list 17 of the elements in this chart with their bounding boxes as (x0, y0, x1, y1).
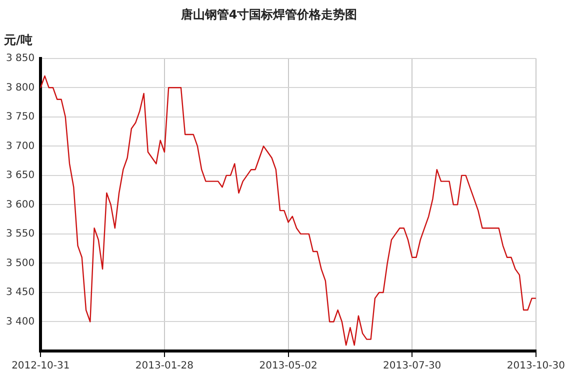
y-tick-label: 3 400 (6, 316, 35, 328)
x-tick-label: 2013-01-28 (135, 360, 194, 372)
y-axis-title: 元/吨 (4, 32, 32, 49)
y-tick-label: 3 850 (6, 52, 35, 64)
chart-title: 唐山钢管4寸国标焊管价格走势图 (180, 7, 358, 22)
x-tick-label: 2013-05-02 (259, 360, 318, 372)
x-tick-label: 2013-10-30 (506, 360, 566, 372)
x-tick-label: 2012-10-31 (12, 360, 70, 372)
x-tick-label: 2013-07-30 (383, 360, 442, 372)
y-tick-label: 3 550 (6, 228, 35, 240)
y-tick-label: 3 750 (6, 112, 35, 123)
y-tick-label: 3 600 (6, 199, 35, 210)
y-tick-label: 3 450 (6, 287, 35, 298)
y-tick-label: 3 800 (6, 82, 35, 94)
y-tick-label: 3 500 (6, 258, 35, 269)
y-tick-label: 3 700 (6, 140, 35, 152)
y-tick-label: 3 650 (6, 170, 35, 182)
